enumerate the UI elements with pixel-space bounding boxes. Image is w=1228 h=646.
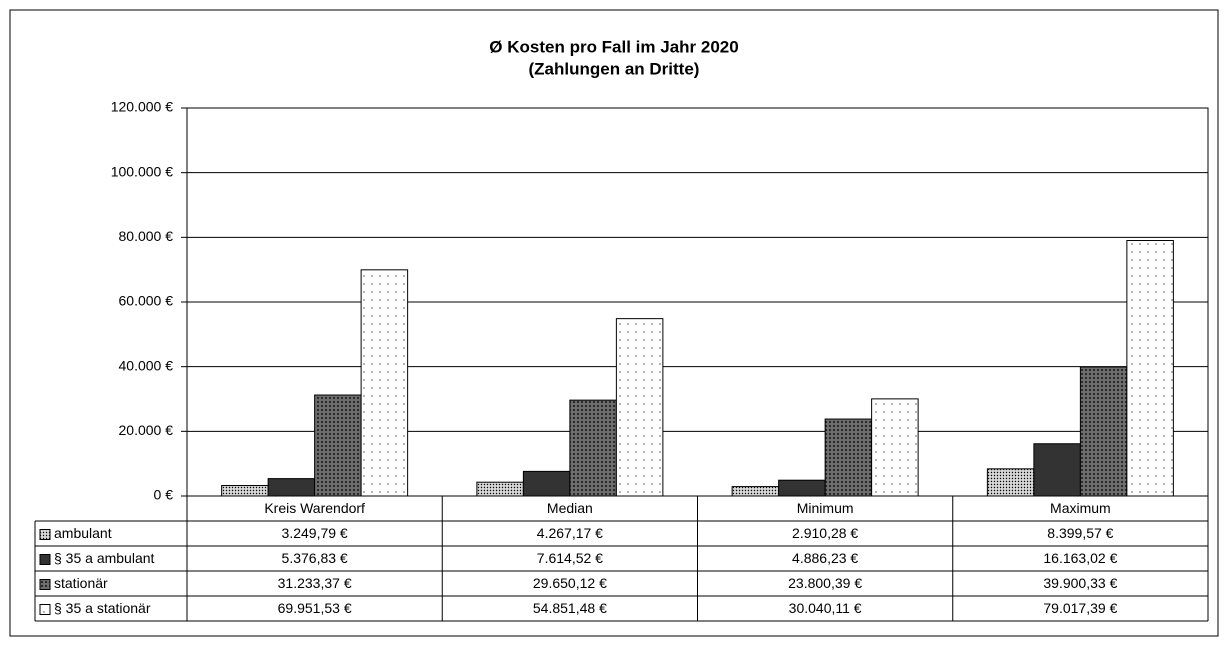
table-value: 30.040,11 € [789, 600, 862, 616]
legend-swatch [39, 604, 51, 615]
table-value: 23.800,39 € [788, 575, 862, 591]
table-value: 16.163,02 € [1043, 550, 1117, 566]
bar [476, 481, 524, 497]
bar [221, 484, 269, 497]
table-value: 31.233,37 € [278, 575, 352, 591]
legend-swatch [39, 579, 51, 590]
bar [778, 479, 826, 497]
legend-label: stationär [54, 575, 108, 591]
table-value: 7.614,52 € [537, 550, 603, 566]
bar [1033, 443, 1081, 497]
chart-title: Ø Kosten pro Fall im Jahr 2020 [489, 37, 738, 56]
bar [522, 470, 571, 497]
x-tick-label: Median [547, 500, 593, 516]
y-tick-label: 40.000 € [119, 357, 174, 373]
bar [871, 398, 919, 497]
table-value: 2.910,28 € [792, 525, 858, 541]
chart-subtitle: (Zahlungen an Dritte) [529, 59, 700, 78]
table-value: 69.951,53 € [278, 600, 352, 616]
table-value: 4.886,23 € [792, 550, 858, 566]
table-value: 39.900,33 € [1043, 575, 1117, 591]
legend-swatch [39, 554, 51, 565]
table-value: 5.376,83 € [282, 550, 348, 566]
legend-label: § 35 a stationär [54, 600, 151, 616]
bar [615, 318, 664, 497]
bar [360, 269, 409, 497]
bar [267, 478, 316, 497]
legend-swatch [39, 529, 51, 540]
y-tick-label: 120.000 € [111, 99, 173, 115]
table-value: 79.017,39 € [1043, 600, 1117, 616]
bar [1079, 366, 1128, 497]
legend-label: § 35 a ambulant [54, 550, 155, 566]
x-tick-label: Maximum [1050, 500, 1111, 516]
y-tick-label: 20.000 € [119, 422, 174, 438]
y-tick-label: 80.000 € [119, 228, 174, 244]
bar [314, 394, 362, 497]
bar [986, 468, 1035, 497]
y-tick-label: 60.000 € [119, 293, 174, 309]
x-tick-label: Minimum [797, 500, 854, 516]
bar [731, 486, 780, 497]
bar [569, 399, 617, 497]
table-value: 8.399,57 € [1047, 525, 1113, 541]
table-value: 3.249,79 € [282, 525, 348, 541]
legend-label: ambulant [54, 525, 112, 541]
table-value: 4.267,17 € [537, 525, 603, 541]
y-tick-label: 0 € [154, 487, 174, 503]
table-value: 54.851,48 € [533, 600, 607, 616]
table-value: 29.650,12 € [533, 575, 607, 591]
chart-frame [9, 9, 1219, 637]
y-tick-label: 100.000 € [111, 163, 173, 179]
x-tick-label: Kreis Warendorf [264, 500, 365, 516]
bar [1126, 240, 1174, 497]
bar [824, 418, 873, 497]
